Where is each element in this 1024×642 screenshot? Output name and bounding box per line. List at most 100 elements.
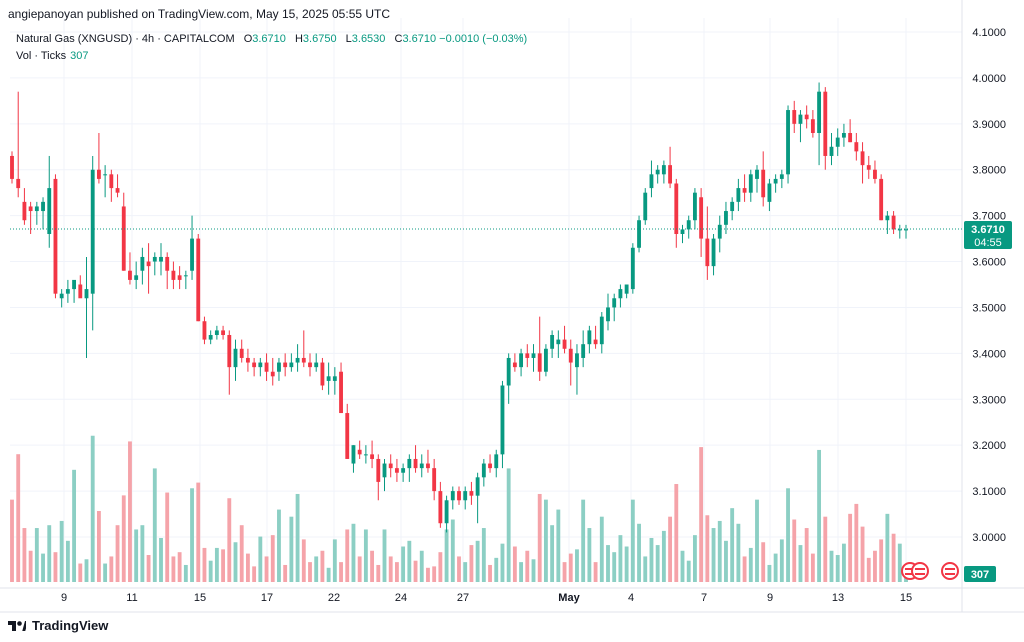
volume-bar	[469, 545, 474, 582]
candle-body	[612, 298, 617, 308]
candle-body	[494, 454, 499, 469]
x-tick-label: 4	[628, 592, 634, 604]
candle-body	[407, 458, 412, 469]
volume-bar	[711, 528, 716, 582]
volume-bar	[103, 563, 108, 582]
x-tick-label: 24	[395, 592, 407, 604]
candle-body	[575, 353, 579, 368]
candle-body	[854, 142, 859, 152]
x-tick-label: 17	[261, 592, 273, 604]
volume-bar	[444, 529, 449, 582]
x-tick-label: 27	[457, 592, 469, 604]
volume-bar	[72, 469, 77, 582]
candle-body	[394, 468, 399, 473]
candle-body	[661, 165, 666, 175]
volume-bar	[233, 542, 238, 582]
candle-body	[562, 339, 567, 349]
y-tick-label: 3.1000	[972, 486, 1006, 498]
volume-bar	[426, 567, 430, 582]
y-tick-label: 3.6000	[972, 257, 1006, 269]
volume-bar	[624, 546, 629, 582]
volume-bar	[314, 556, 319, 582]
volume-label[interactable]: Vol · Ticks	[16, 50, 67, 62]
candle-body	[550, 335, 555, 349]
candle-body	[202, 321, 207, 340]
y-tick-label: 4.0000	[972, 73, 1006, 85]
volume-bar	[121, 495, 126, 582]
candle-body	[630, 247, 635, 290]
volume-bar	[382, 529, 387, 582]
volume-bar	[817, 449, 822, 582]
x-tick-label: 13	[832, 592, 844, 604]
volume-bar	[848, 513, 853, 582]
low-value: 3.6530	[351, 33, 386, 45]
candle-body	[525, 353, 530, 358]
volume-bar	[432, 566, 437, 582]
open-value: 3.6710	[252, 33, 286, 45]
candle-body	[904, 229, 908, 231]
volume-bar	[59, 520, 64, 582]
candles	[10, 82, 908, 533]
candle-body	[432, 468, 437, 492]
candle-body	[208, 335, 213, 340]
candle-body	[748, 174, 753, 193]
volume-bar	[134, 529, 139, 582]
volume-bar	[593, 562, 598, 582]
volume-bar	[171, 556, 176, 582]
candle-body	[332, 376, 337, 381]
candle-body	[730, 201, 735, 212]
candle-body	[233, 348, 238, 368]
candle-body	[568, 348, 573, 363]
volume-bar	[717, 520, 722, 582]
volume-bar	[767, 564, 772, 582]
volume-bar	[202, 547, 207, 582]
candle-body	[264, 362, 269, 372]
volume-bar	[270, 535, 275, 582]
volume-bar	[345, 529, 350, 582]
candle-body	[779, 174, 784, 179]
candle-body	[65, 289, 70, 294]
candle-body	[171, 270, 176, 280]
volume-bar	[724, 540, 728, 582]
candle-body	[128, 270, 132, 280]
volume-bar	[543, 499, 548, 582]
candle-body	[897, 229, 902, 231]
volume-bar	[550, 525, 555, 582]
volume-bar	[606, 545, 610, 582]
candle-body	[804, 114, 809, 120]
candle-body	[873, 169, 877, 179]
volume-bar	[289, 516, 294, 582]
candle-body	[295, 357, 300, 363]
volume-bar	[475, 540, 480, 582]
volume-bar	[525, 550, 530, 582]
volume-bar	[407, 540, 412, 582]
volume-bar	[885, 513, 890, 582]
volume-bar	[295, 493, 300, 582]
volume-bar	[773, 553, 778, 582]
y-tick-label: 3.9000	[972, 119, 1006, 131]
volume-bar	[699, 447, 704, 582]
volume-bar	[873, 550, 877, 582]
candle-body	[649, 174, 654, 189]
x-tick-label: 22	[328, 592, 340, 604]
candle-body	[866, 165, 871, 170]
volume-bar	[680, 550, 685, 582]
candle-body	[643, 192, 648, 221]
volume-bar	[277, 509, 281, 582]
volume-bar	[140, 525, 145, 582]
volume-bar	[692, 535, 697, 582]
volume-bar	[351, 523, 356, 582]
y-tick-label: 3.3000	[972, 394, 1006, 406]
candle-body	[879, 178, 884, 221]
close-label: C	[394, 33, 403, 45]
volume-bar	[214, 547, 219, 582]
open-label: O	[243, 33, 253, 45]
symbol-name[interactable]: Natural Gas (XNGUSD) · 4h · CAPITALCOM	[16, 33, 235, 45]
candle-body	[444, 500, 449, 524]
volume-bar	[736, 523, 741, 582]
volume-bars	[10, 435, 908, 582]
candle-body	[78, 284, 83, 299]
volume-bar	[786, 488, 790, 582]
candle-body	[22, 201, 27, 221]
